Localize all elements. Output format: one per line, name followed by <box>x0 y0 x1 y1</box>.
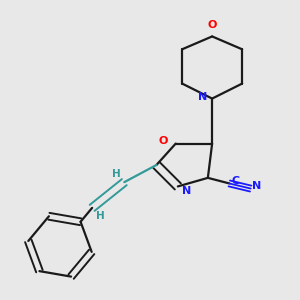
Text: O: O <box>208 20 217 30</box>
Text: N: N <box>252 181 262 191</box>
Text: N: N <box>182 186 191 196</box>
Text: O: O <box>158 136 167 146</box>
Text: C: C <box>231 176 239 186</box>
Text: N: N <box>198 92 207 102</box>
Text: H: H <box>96 211 105 220</box>
Text: H: H <box>112 169 121 178</box>
